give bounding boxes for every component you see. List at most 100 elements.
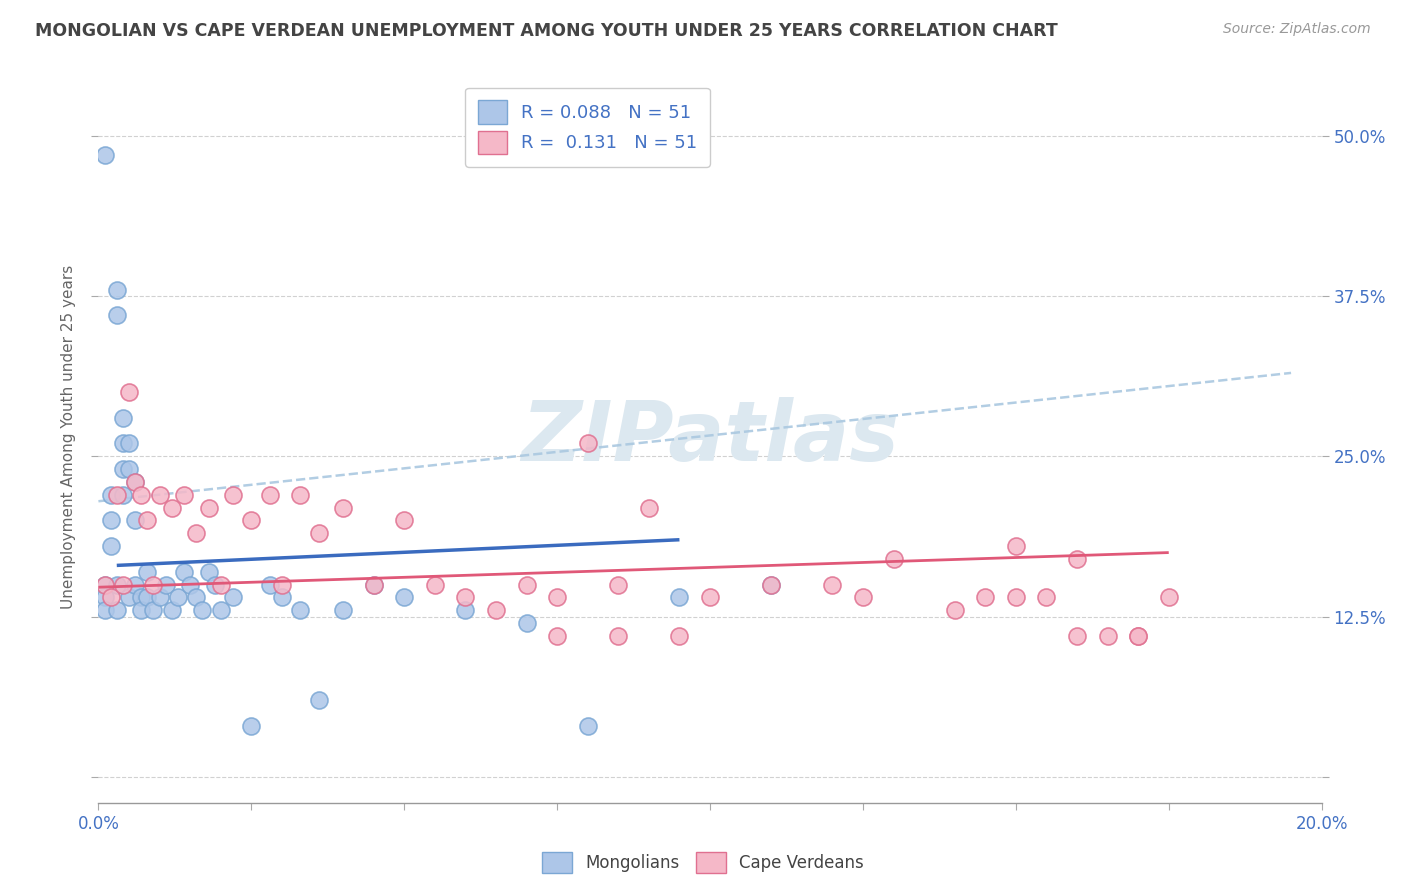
Point (149, 488, 172, 502)
Point (1066, 552, 1088, 566)
Point (129, 603, 152, 617)
Text: Source: ZipAtlas.com: Source: ZipAtlas.com (1223, 22, 1371, 37)
Point (240, 514, 263, 528)
Point (118, 385, 141, 400)
Point (270, 591, 292, 605)
Point (974, 591, 997, 605)
Point (576, 719, 599, 733)
Point (259, 577, 281, 591)
Point (759, 577, 782, 591)
Text: ZIPatlas: ZIPatlas (522, 397, 898, 477)
Point (363, 577, 385, 591)
Point (129, 591, 152, 605)
Point (186, 591, 208, 605)
Point (111, 436, 134, 450)
Point (105, 308, 128, 322)
Point (308, 526, 330, 541)
Point (1066, 629, 1088, 643)
Point (607, 629, 630, 643)
Point (209, 577, 232, 591)
Point (93, 603, 115, 617)
Point (124, 577, 146, 591)
Point (93, 577, 115, 591)
Point (308, 693, 330, 707)
Point (392, 514, 416, 528)
Point (129, 488, 152, 502)
Point (186, 526, 208, 541)
Point (105, 577, 128, 591)
Point (142, 577, 165, 591)
Point (668, 629, 690, 643)
Point (1128, 629, 1150, 643)
Point (1128, 629, 1150, 643)
Point (290, 603, 312, 617)
Point (118, 591, 141, 605)
Point (118, 436, 141, 450)
Point (454, 603, 477, 617)
Point (485, 603, 508, 617)
Point (204, 577, 226, 591)
Point (167, 591, 190, 605)
Point (546, 591, 568, 605)
Point (105, 283, 128, 297)
Point (759, 577, 782, 591)
Point (270, 577, 292, 591)
Point (173, 565, 195, 579)
Point (179, 577, 201, 591)
Point (1157, 591, 1180, 605)
Text: MONGOLIAN VS CAPE VERDEAN UNEMPLOYMENT AMONG YOUTH UNDER 25 YEARS CORRELATION CH: MONGOLIAN VS CAPE VERDEAN UNEMPLOYMENT A… (35, 22, 1057, 40)
Point (111, 488, 134, 502)
Point (392, 591, 416, 605)
Point (290, 488, 312, 502)
Point (93, 577, 115, 591)
Point (197, 565, 219, 579)
Point (883, 552, 905, 566)
Point (124, 475, 146, 489)
Point (222, 488, 245, 502)
Point (546, 629, 568, 643)
Point (852, 591, 875, 605)
Point (197, 500, 219, 515)
Point (454, 591, 477, 605)
Point (111, 410, 134, 425)
Point (142, 603, 165, 617)
Point (160, 500, 183, 515)
Point (637, 500, 661, 515)
Point (149, 591, 172, 605)
Point (124, 514, 146, 528)
Point (124, 475, 146, 489)
Point (209, 603, 232, 617)
Point (516, 616, 538, 631)
Point (100, 539, 122, 553)
Point (160, 603, 183, 617)
Point (100, 488, 122, 502)
Point (118, 462, 141, 476)
Point (699, 591, 721, 605)
Point (222, 591, 245, 605)
Point (173, 488, 195, 502)
Y-axis label: Unemployment Among Youth under 25 years: Unemployment Among Youth under 25 years (60, 265, 76, 609)
Point (1097, 629, 1119, 643)
Point (332, 603, 354, 617)
Point (100, 591, 122, 605)
Point (668, 591, 690, 605)
Point (1004, 539, 1026, 553)
Point (516, 577, 538, 591)
Point (607, 577, 630, 591)
Point (136, 514, 159, 528)
Legend: Mongolians, Cape Verdeans: Mongolians, Cape Verdeans (536, 846, 870, 880)
Point (943, 603, 966, 617)
Point (191, 603, 214, 617)
Point (105, 603, 128, 617)
Point (111, 462, 134, 476)
Point (100, 514, 122, 528)
Point (1004, 591, 1026, 605)
Point (240, 719, 263, 733)
Point (136, 565, 159, 579)
Point (111, 577, 134, 591)
Point (136, 591, 159, 605)
Point (1035, 591, 1057, 605)
Point (332, 500, 354, 515)
Point (93, 591, 115, 605)
Point (105, 488, 128, 502)
